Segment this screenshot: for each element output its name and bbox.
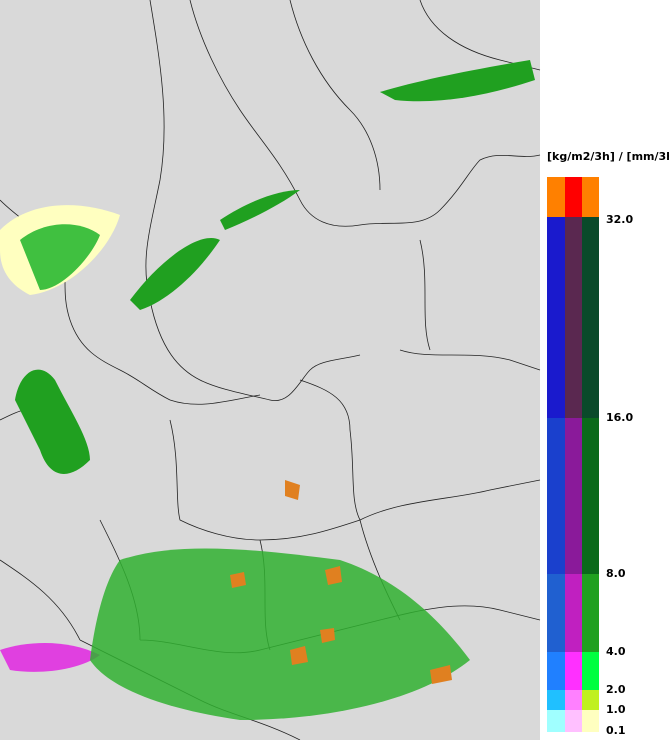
color-band	[582, 652, 599, 690]
map	[0, 0, 541, 740]
color-band	[547, 690, 565, 710]
coastline	[0, 0, 541, 421]
color-scale	[547, 177, 599, 732]
scale-label: 16.0	[606, 411, 633, 424]
legend: [kg/m2/3h] / [mm/3h] 32.0 16.0	[547, 150, 669, 737]
color-band	[582, 690, 599, 710]
color-band	[565, 710, 582, 732]
scale-label: 8.0	[606, 567, 626, 580]
rain-area	[90, 548, 470, 720]
rain-area	[130, 238, 220, 310]
color-band	[547, 574, 565, 652]
color-band	[582, 418, 599, 574]
color-band	[547, 217, 565, 418]
color-band	[582, 177, 599, 217]
scale-label: 4.0	[606, 645, 626, 658]
color-band	[547, 177, 565, 217]
color-band	[565, 217, 582, 418]
color-band	[547, 418, 565, 574]
scale-label: 1.0	[606, 703, 626, 716]
rain-area	[15, 369, 90, 474]
rain-area	[220, 190, 300, 230]
color-band	[565, 177, 582, 217]
color-band	[582, 710, 599, 732]
rain-area	[380, 60, 535, 102]
rain-core	[230, 480, 452, 684]
color-band	[565, 574, 582, 652]
color-band	[547, 710, 565, 732]
color-band	[582, 574, 599, 652]
rain-area	[20, 224, 100, 290]
color-band	[565, 690, 582, 710]
scale-label: 2.0	[606, 683, 626, 696]
scale-label: 32.0	[606, 213, 633, 226]
color-band	[565, 652, 582, 690]
precipitation	[0, 60, 535, 720]
color-band	[547, 652, 565, 690]
legend-title: [kg/m2/3h] / [mm/3h]	[547, 150, 669, 163]
rain-area	[0, 643, 100, 672]
scale-label: 0.1	[606, 724, 626, 737]
color-band	[565, 418, 582, 574]
color-band	[582, 217, 599, 418]
